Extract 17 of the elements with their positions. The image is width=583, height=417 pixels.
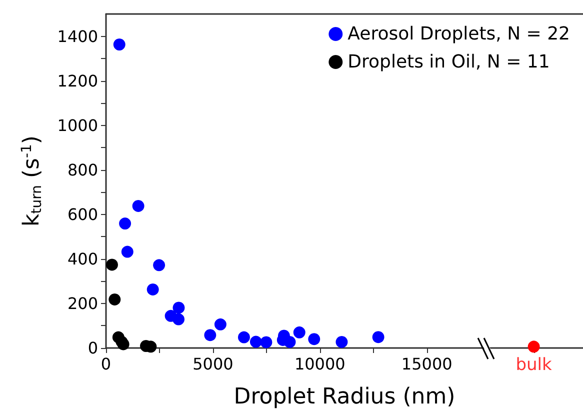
y-tick-label: 1000 (57, 116, 98, 135)
y-tick-label: 400 (67, 249, 98, 268)
y-axis-title: kturn (s-1) (19, 135, 45, 227)
x-axis-title: Droplet Radius (nm) (234, 384, 456, 410)
y-tick-label: 0 (88, 338, 98, 358)
y-tick-label: 600 (67, 204, 98, 224)
y-tick-label: 1400 (57, 26, 98, 46)
y-tick-label: 1200 (57, 71, 98, 90)
x-tick-label: 15000 (401, 354, 452, 374)
legend-label: Aerosol Droplets, N = 22 (348, 24, 570, 44)
x-tick-label: 10000 (294, 354, 346, 374)
x-tick-label: 0 (100, 354, 112, 374)
x-tick-label: 5000 (192, 354, 234, 374)
y-tick-label: 800 (67, 160, 98, 180)
y-tick-label: 200 (67, 294, 98, 313)
annotation: bulk (516, 355, 552, 376)
legend-label: Droplets in Oil, N = 11 (348, 52, 550, 72)
